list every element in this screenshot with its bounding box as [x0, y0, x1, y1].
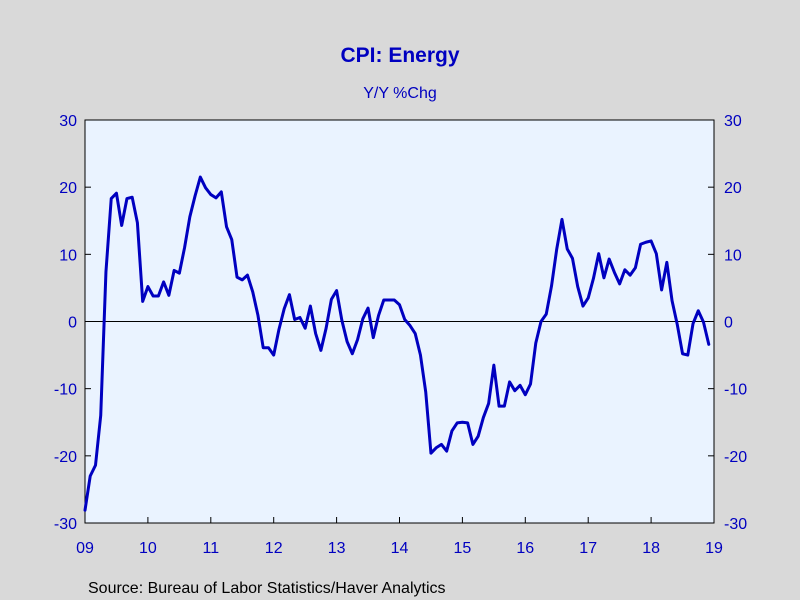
source-note: Source: Bureau of Labor Statistics/Haver…: [88, 580, 446, 597]
x-tick-label: 12: [265, 540, 283, 557]
y-tick-label-right: -30: [724, 516, 747, 533]
y-tick-label-right: -10: [724, 382, 747, 399]
x-tick-label: 17: [579, 540, 597, 557]
series-line: [83, 175, 711, 512]
x-tick-label: 09: [76, 540, 94, 557]
x-tick-label: 14: [391, 540, 409, 557]
y-tick-label-right: 0: [724, 315, 733, 332]
x-tick-label: 11: [202, 540, 219, 557]
y-tick-label-right: -20: [724, 449, 747, 466]
x-tick-label: 19: [705, 540, 723, 557]
y-tick-label-left: -30: [54, 516, 77, 533]
chart-title: CPI: Energy: [340, 44, 459, 67]
chart-subtitle: Y/Y %Chg: [363, 85, 437, 102]
y-tick-label-left: 0: [68, 315, 77, 332]
y-tick-label-left: -20: [54, 449, 77, 466]
series-group: [83, 175, 711, 512]
y-tick-label-right: 10: [724, 247, 742, 264]
y-tick-label-left: 30: [59, 113, 77, 130]
y-tick-label-left: 10: [59, 247, 77, 264]
x-tick-label: 15: [454, 540, 472, 557]
axes-group: 30 30 20 20 10 10 0 0 -10 -10 -20 -20 -30 -30 09 10 11 12…: [54, 113, 747, 557]
y-tick-label-left: 20: [59, 180, 77, 197]
x-tick-label: 10: [139, 540, 157, 557]
x-tick-label: 13: [328, 540, 346, 557]
y-tick-label-right: 30: [724, 113, 742, 130]
x-tick-label: 16: [516, 540, 534, 557]
y-tick-label-left: -10: [54, 382, 77, 399]
y-tick-label-right: 20: [724, 180, 742, 197]
x-tick-label: 18: [642, 540, 660, 557]
